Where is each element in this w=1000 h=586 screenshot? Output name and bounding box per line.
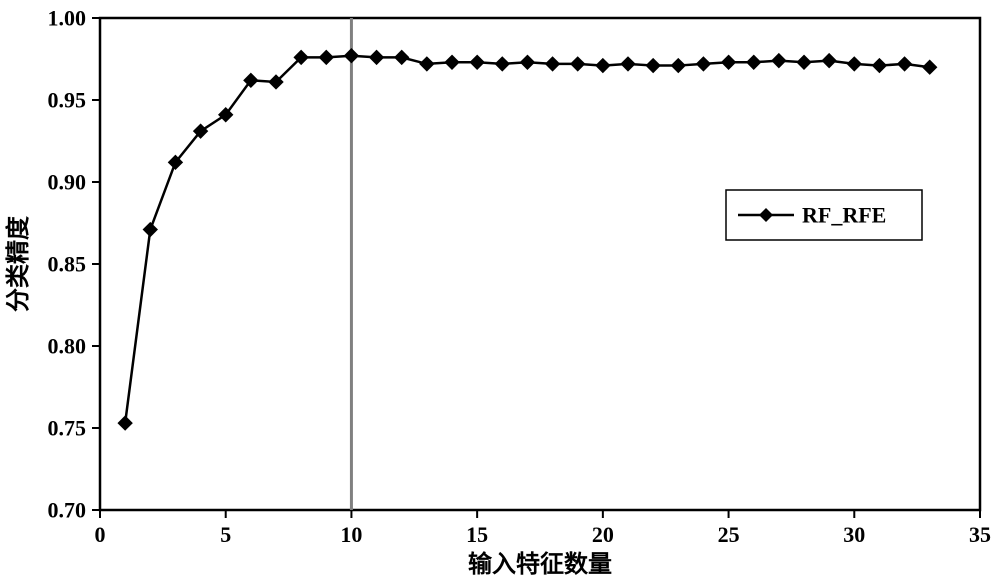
x-axis-title: 输入特征数量 [468,550,612,578]
x-tick-label: 25 [718,522,740,547]
chart-container: 0 5 10 15 20 25 30 35 0.70 0.75 0.80 0.85 0.90 0.95 1.… [0,0,1000,586]
y-tick-label: 0.80 [48,334,87,359]
y-tick-label: 1.00 [48,6,87,31]
x-tick-label: 5 [220,522,231,547]
legend: RF_RFE [726,190,922,240]
y-axis-title: 分类精度 [4,215,32,312]
x-tick-label: 30 [843,522,865,547]
x-tick-label: 10 [340,522,362,547]
y-tick-label: 0.95 [48,88,87,113]
x-tick-label: 20 [592,522,614,547]
y-tick-label: 0.90 [48,170,87,195]
line-chart: 0 5 10 15 20 25 30 35 0.70 0.75 0.80 0.85 0.90 0.95 1.… [0,0,1000,586]
x-tick-label: 0 [95,522,106,547]
y-tick-label: 0.75 [48,416,87,441]
y-tick-label: 0.70 [48,498,87,523]
legend-label: RF_RFE [802,203,886,228]
x-tick-label: 15 [466,522,488,547]
y-tick-label: 0.85 [48,252,87,277]
x-tick-label: 35 [969,522,991,547]
